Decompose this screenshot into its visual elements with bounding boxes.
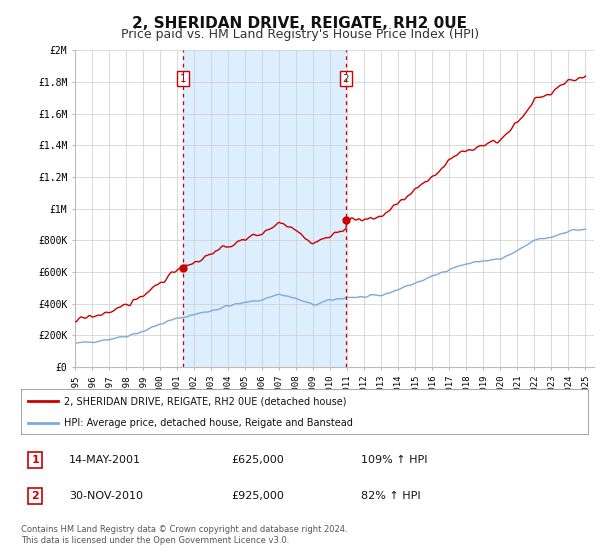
Text: 2, SHERIDAN DRIVE, REIGATE, RH2 0UE: 2, SHERIDAN DRIVE, REIGATE, RH2 0UE [133, 16, 467, 31]
Text: 30-NOV-2010: 30-NOV-2010 [69, 491, 143, 501]
Text: 2, SHERIDAN DRIVE, REIGATE, RH2 0UE (detached house): 2, SHERIDAN DRIVE, REIGATE, RH2 0UE (det… [64, 396, 346, 407]
Text: 1: 1 [180, 74, 187, 84]
Text: 1: 1 [31, 455, 39, 465]
Text: 2: 2 [343, 74, 349, 84]
Text: 2: 2 [31, 491, 39, 501]
Text: Contains HM Land Registry data © Crown copyright and database right 2024.
This d: Contains HM Land Registry data © Crown c… [21, 525, 347, 545]
Text: £925,000: £925,000 [231, 491, 284, 501]
Text: 14-MAY-2001: 14-MAY-2001 [69, 455, 141, 465]
Text: 82% ↑ HPI: 82% ↑ HPI [361, 491, 421, 501]
Text: HPI: Average price, detached house, Reigate and Banstead: HPI: Average price, detached house, Reig… [64, 418, 352, 428]
Text: Price paid vs. HM Land Registry's House Price Index (HPI): Price paid vs. HM Land Registry's House … [121, 28, 479, 41]
Text: £625,000: £625,000 [231, 455, 284, 465]
Bar [184, 50, 346, 367]
Text: 109% ↑ HPI: 109% ↑ HPI [361, 455, 428, 465]
